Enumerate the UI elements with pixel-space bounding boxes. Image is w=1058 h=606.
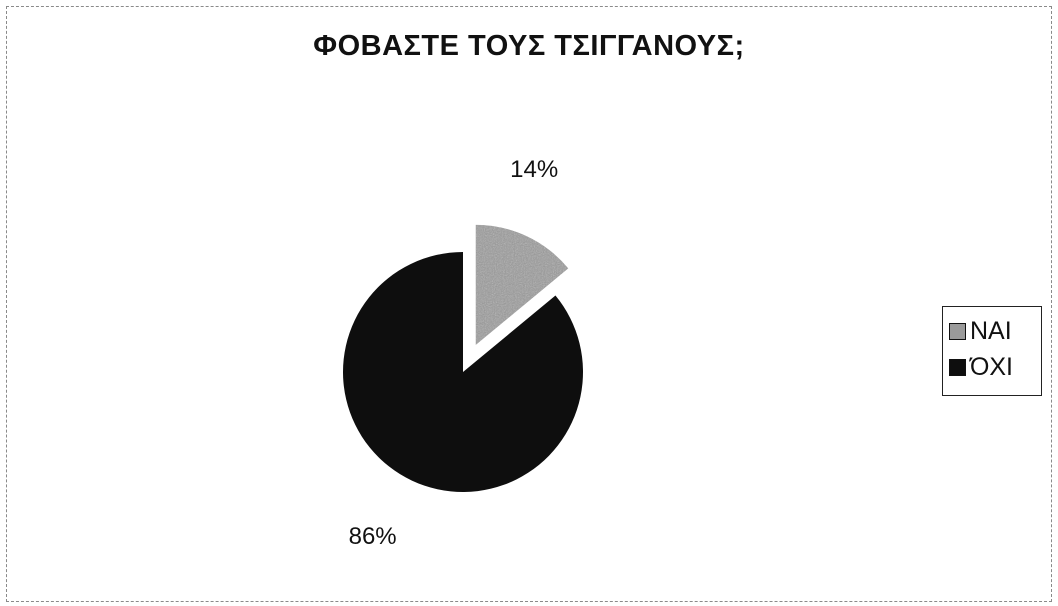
legend-label-oxi: ΌΧΙ — [970, 353, 1013, 381]
legend-swatch-oxi — [949, 359, 966, 376]
pie-slice-oxi — [343, 252, 583, 493]
legend-item-oxi: ΌΧΙ — [949, 353, 1013, 382]
legend-swatch-nai — [949, 323, 966, 340]
chart-title: ΦΟΒΑΣΤΕ ΤΟΥΣ ΤΣΙΓΓΑΝΟΥΣ; — [313, 30, 745, 62]
data-label-oxi: 86% — [349, 523, 397, 550]
legend-item-nai: NAI — [949, 317, 1012, 346]
legend-label-nai: NAI — [970, 317, 1012, 345]
legend: NAI ΌΧΙ — [942, 306, 1042, 396]
pie-slice-nai — [475, 224, 569, 345]
chart-frame — [6, 6, 1052, 602]
data-label-nai: 14% — [510, 156, 558, 183]
